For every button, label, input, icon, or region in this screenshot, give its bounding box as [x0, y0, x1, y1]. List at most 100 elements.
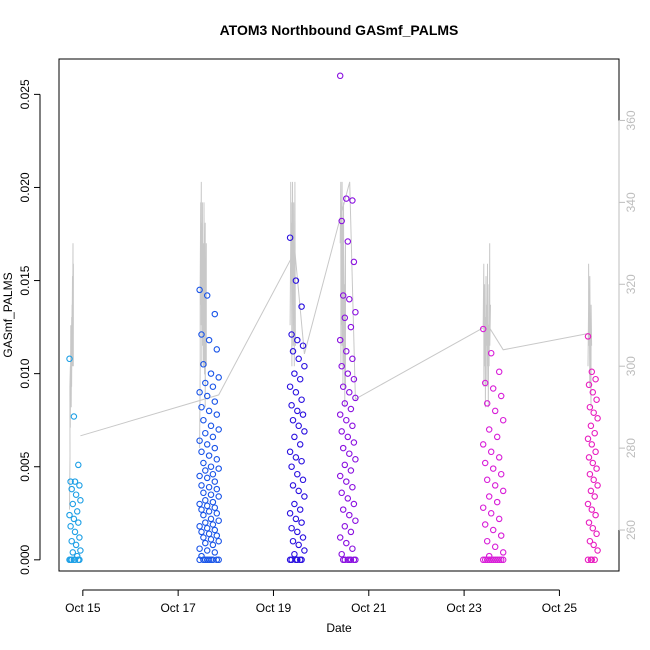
data-point	[203, 520, 208, 525]
data-point	[339, 364, 344, 369]
data-point	[208, 492, 213, 497]
data-point	[206, 509, 211, 514]
data-point	[587, 405, 592, 410]
data-point	[214, 486, 219, 491]
data-point	[68, 524, 73, 529]
data-point	[210, 499, 215, 504]
data-point	[292, 434, 297, 439]
data-point	[289, 526, 294, 531]
y2-tick-label: 340	[624, 192, 638, 212]
data-point	[296, 488, 301, 493]
data-point	[73, 542, 78, 547]
data-point	[586, 520, 591, 525]
data-point	[589, 442, 594, 447]
data-point	[201, 490, 206, 495]
data-point	[348, 406, 353, 411]
y2-tick-label: 360	[624, 110, 638, 130]
data-point	[212, 445, 217, 450]
data-point	[208, 371, 213, 376]
data-point	[199, 483, 204, 488]
data-point	[495, 499, 500, 504]
x-tick-label: Oct 21	[351, 601, 387, 615]
data-point	[338, 473, 343, 478]
data-point	[212, 311, 217, 316]
data-point	[197, 501, 202, 506]
data-point	[499, 472, 504, 477]
data-point	[350, 546, 355, 551]
data-point	[339, 429, 344, 434]
data-point	[206, 485, 211, 490]
data-point	[214, 533, 219, 538]
data-point	[497, 455, 502, 460]
data-point	[203, 431, 208, 436]
data-point	[300, 477, 305, 482]
data-point	[501, 488, 506, 493]
data-point	[205, 442, 210, 447]
data-point	[594, 531, 599, 536]
data-point	[206, 408, 211, 413]
data-point	[591, 542, 596, 547]
data-point	[197, 546, 202, 551]
y-tick-label: 0.010	[18, 358, 32, 388]
altitude-connector-line	[80, 182, 589, 436]
data-point	[299, 459, 304, 464]
data-point	[338, 535, 343, 540]
data-point	[206, 453, 211, 458]
data-point	[292, 371, 297, 376]
data-point	[206, 337, 211, 342]
data-point	[199, 449, 204, 454]
data-point	[78, 548, 83, 553]
data-point	[72, 529, 77, 534]
data-point	[295, 529, 300, 534]
data-point	[302, 429, 307, 434]
data-point	[593, 512, 598, 517]
data-point	[212, 399, 217, 404]
data-point	[216, 494, 221, 499]
x-axis-label: Date	[326, 621, 352, 635]
data-point	[351, 377, 356, 382]
data-point	[214, 457, 219, 462]
data-point	[298, 442, 303, 447]
data-point	[293, 455, 298, 460]
data-point	[197, 473, 202, 478]
data-point	[589, 507, 594, 512]
y2-tick-label: 300	[624, 356, 638, 376]
x-tick-label: Oct 15	[65, 601, 101, 615]
data-point	[485, 539, 490, 544]
data-point	[590, 526, 595, 531]
data-point	[295, 408, 300, 413]
data-point	[483, 522, 488, 527]
x-tick-label: Oct 25	[542, 601, 578, 615]
y-tick-label: 0.020	[18, 172, 32, 202]
data-point	[495, 434, 500, 439]
data-point	[302, 364, 307, 369]
data-point	[341, 445, 346, 450]
data-point	[212, 479, 217, 484]
data-point	[345, 239, 350, 244]
data-point	[592, 431, 597, 436]
data-point	[497, 369, 502, 374]
data-point	[77, 483, 82, 488]
data-point	[493, 408, 498, 413]
data-point	[214, 412, 219, 417]
data-point	[591, 477, 596, 482]
data-point	[344, 418, 349, 423]
data-point	[299, 397, 304, 402]
data-point	[210, 384, 215, 389]
data-point	[347, 512, 352, 517]
data-point	[289, 403, 294, 408]
data-point	[347, 390, 352, 395]
data-point	[73, 492, 78, 497]
y2-tick-label: 280	[624, 438, 638, 458]
data-point	[203, 468, 208, 473]
data-point	[338, 412, 343, 417]
data-point	[292, 501, 297, 506]
data-point	[299, 520, 304, 525]
data-point	[499, 393, 504, 398]
y-axis-label: GASmf_PALMS	[1, 272, 15, 357]
data-point	[201, 460, 206, 465]
data-point	[341, 507, 346, 512]
data-point	[595, 548, 600, 553]
altitude-trace-flight-2	[200, 182, 207, 448]
data-point	[77, 535, 82, 540]
